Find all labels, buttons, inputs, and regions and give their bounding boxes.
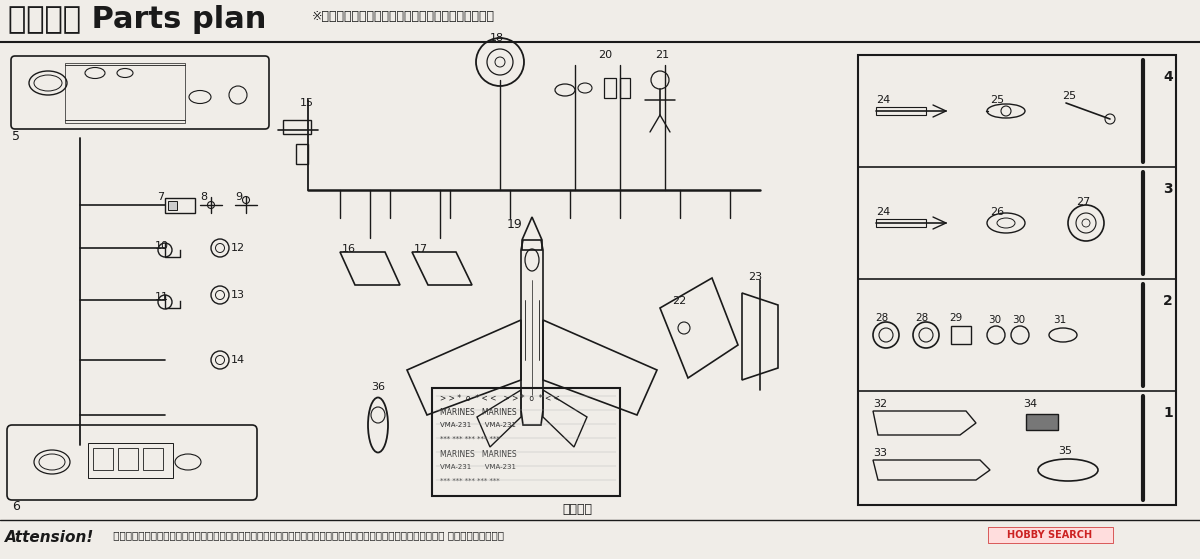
Bar xyxy=(620,78,630,98)
Bar xyxy=(296,144,308,164)
Text: 6: 6 xyxy=(12,500,20,513)
Text: 14: 14 xyxy=(230,355,245,365)
Bar xyxy=(876,107,926,115)
Text: 24: 24 xyxy=(876,95,890,105)
Text: > > *  o  * < <   > > *  o  * < <: > > * o * < < > > * o * < < xyxy=(440,394,560,403)
Text: HOBBY SEARCH: HOBBY SEARCH xyxy=(1008,530,1092,540)
Text: 13: 13 xyxy=(230,290,245,300)
Text: 30: 30 xyxy=(988,315,1001,325)
Text: 35: 35 xyxy=(1058,446,1072,456)
Bar xyxy=(876,219,926,227)
Text: 21: 21 xyxy=(655,50,670,60)
Text: 29: 29 xyxy=(949,313,962,323)
Text: 28: 28 xyxy=(916,313,929,323)
Text: パーツの一部には、はめ合わせが緩かったりきつかったりする部分があります。塗装・接着の前に簡単な仮組をするこ とをお勧めします。: パーツの一部には、はめ合わせが緩かったりきつかったりする部分があります。塗装・接… xyxy=(110,530,504,540)
Bar xyxy=(1026,414,1058,430)
Text: 20: 20 xyxy=(598,50,612,60)
Text: 17: 17 xyxy=(414,244,428,254)
Text: 部品構成 Parts plan: 部品構成 Parts plan xyxy=(8,5,266,34)
Text: 2: 2 xyxy=(1163,294,1172,308)
Bar xyxy=(283,120,311,134)
Text: 11: 11 xyxy=(155,292,169,302)
Text: 1: 1 xyxy=(1163,406,1172,420)
Bar xyxy=(166,198,194,213)
Text: *** *** *** *** ***: *** *** *** *** *** xyxy=(440,436,499,442)
Text: 30: 30 xyxy=(1012,315,1025,325)
Text: 26: 26 xyxy=(990,207,1004,217)
Text: 16: 16 xyxy=(342,244,356,254)
Bar xyxy=(88,443,173,478)
Bar xyxy=(432,388,620,496)
Text: 4: 4 xyxy=(1163,70,1172,84)
Text: 22: 22 xyxy=(672,296,686,306)
Bar xyxy=(604,78,616,98)
Text: 5: 5 xyxy=(12,130,20,143)
Text: 25: 25 xyxy=(990,95,1004,105)
Bar xyxy=(952,326,971,344)
Bar xyxy=(143,448,163,470)
Text: 23: 23 xyxy=(748,272,762,282)
Text: ※本キットはエフトイズ製パーツを使用しています。: ※本キットはエフトイズ製パーツを使用しています。 xyxy=(312,10,496,23)
Text: 36: 36 xyxy=(371,382,385,392)
Text: 28: 28 xyxy=(875,313,888,323)
Text: デカール: デカール xyxy=(562,503,592,516)
Bar xyxy=(65,63,185,123)
Bar xyxy=(988,527,1114,543)
Text: VMA-231      VMA-231: VMA-231 VMA-231 xyxy=(440,464,516,470)
Bar xyxy=(118,448,138,470)
Text: 15: 15 xyxy=(300,98,314,108)
Text: 9: 9 xyxy=(235,192,242,202)
Text: Attension!: Attension! xyxy=(5,530,95,545)
Text: 33: 33 xyxy=(874,448,887,458)
Text: 8: 8 xyxy=(200,192,208,202)
Text: 31: 31 xyxy=(1054,315,1067,325)
Text: *** *** *** *** ***: *** *** *** *** *** xyxy=(440,478,499,484)
Text: MARINES   MARINES: MARINES MARINES xyxy=(440,408,517,417)
Bar xyxy=(168,201,178,210)
Text: MARINES   MARINES: MARINES MARINES xyxy=(440,450,517,459)
Text: 27: 27 xyxy=(1076,197,1091,207)
Text: 3: 3 xyxy=(1163,182,1172,196)
Text: 10: 10 xyxy=(155,241,169,251)
Text: 12: 12 xyxy=(230,243,245,253)
Text: 19: 19 xyxy=(508,218,523,231)
Text: 18: 18 xyxy=(490,33,504,43)
Text: 25: 25 xyxy=(1062,91,1076,101)
Text: 24: 24 xyxy=(876,207,890,217)
Text: VMA-231      VMA-231: VMA-231 VMA-231 xyxy=(440,422,516,428)
Bar xyxy=(94,448,113,470)
Text: 34: 34 xyxy=(1022,399,1037,409)
Text: 32: 32 xyxy=(874,399,887,409)
Text: 7: 7 xyxy=(157,192,164,202)
Bar xyxy=(858,55,1176,505)
